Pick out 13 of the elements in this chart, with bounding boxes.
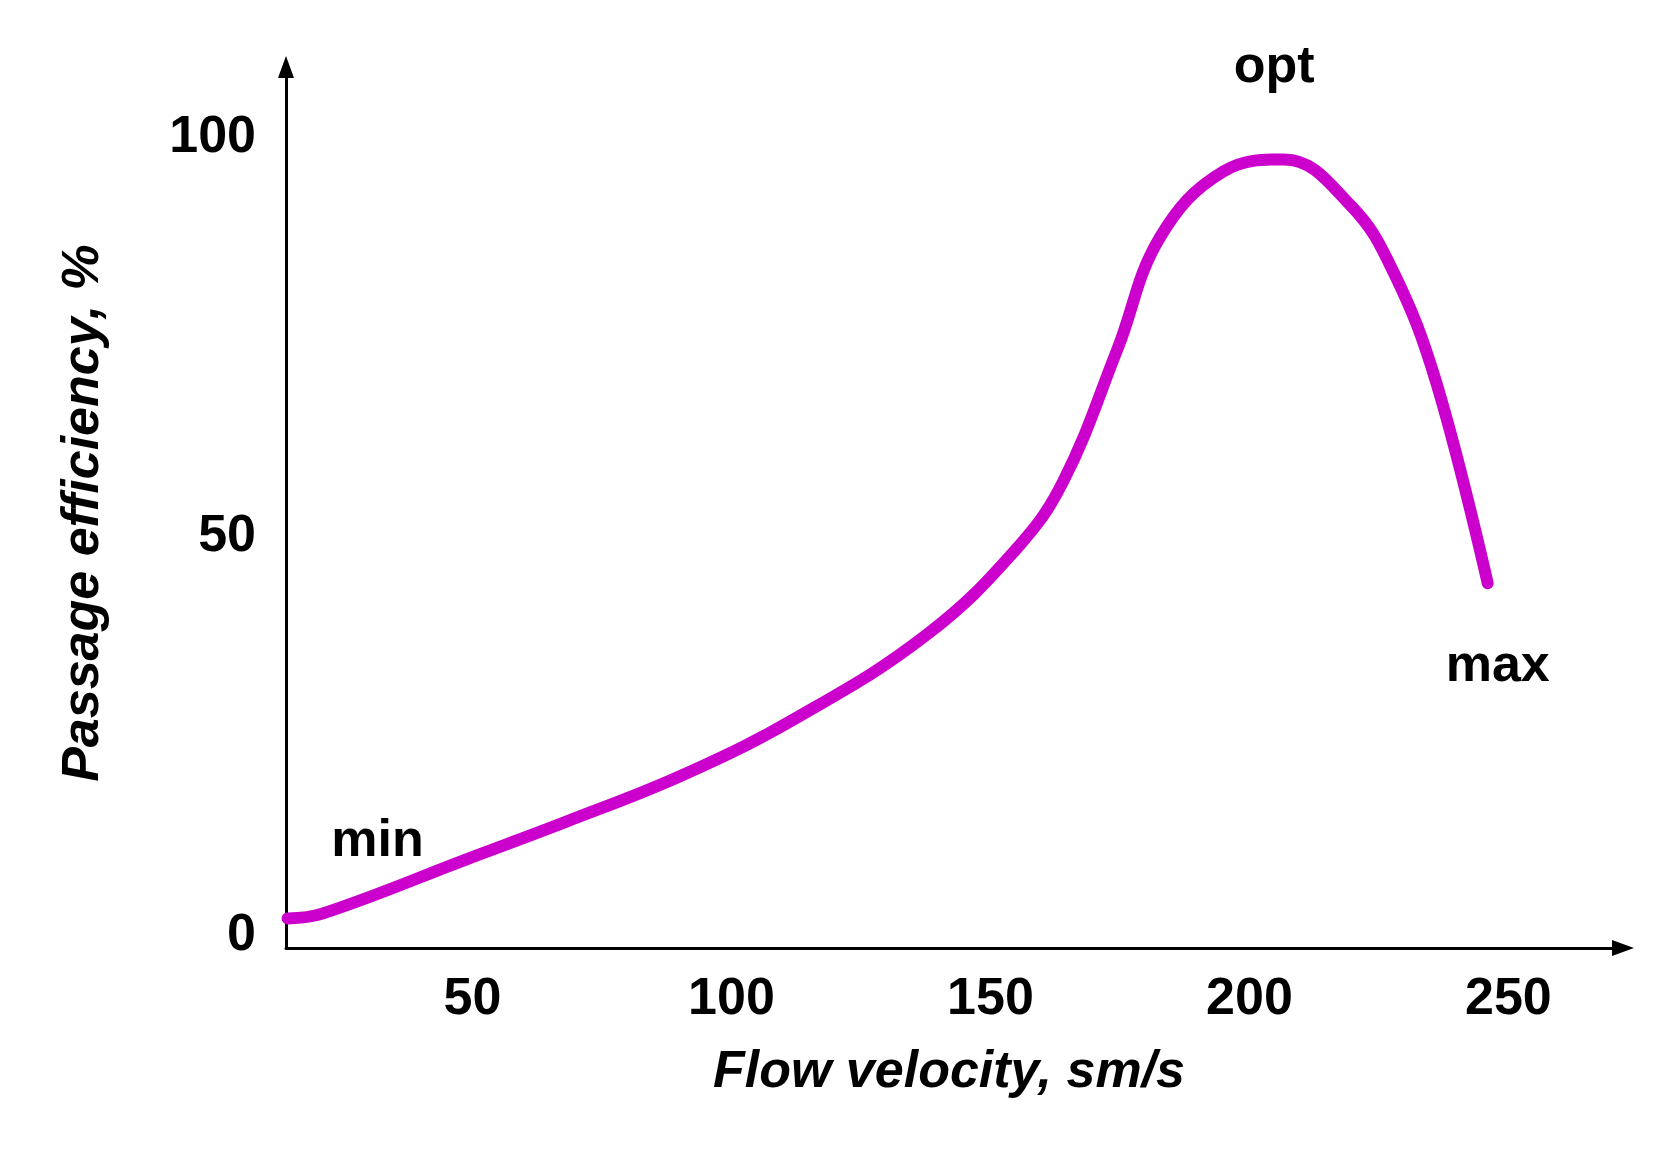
y-tick-label: 50 [198,503,256,562]
y-tick-label: 0 [227,903,256,962]
annotation: opt [1233,35,1315,94]
x-tick-label: 100 [688,967,775,1025]
x-tick-label: 50 [443,967,502,1025]
x-tick-label: 200 [1206,967,1293,1025]
x-tick-label: 250 [1465,967,1552,1025]
y-axis-title: Passage efficiency, % [51,244,109,782]
annotation: min [331,809,424,868]
x-axis-title: Flow velocity, sm/s [712,1040,1186,1098]
x-tick-label: 150 [947,967,1034,1025]
annotation: max [1445,634,1550,693]
y-tick-label: 100 [169,104,256,163]
